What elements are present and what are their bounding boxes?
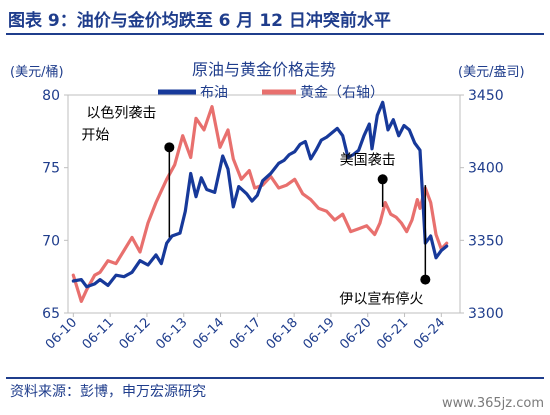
right-tick-label: 3350 xyxy=(468,233,504,249)
title-rule xyxy=(6,33,544,35)
x-tick-label: 06-18 xyxy=(264,315,301,352)
chart: 原油与黄金价格走势 (美元/桶) (美元/盎司) 布油 黄金（右轴） 80 75 7… xyxy=(10,60,525,353)
x-tick-label: 06-13 xyxy=(153,315,190,352)
legend-label-oil: 布油 xyxy=(200,85,228,101)
figure-title: 图表 9：油价与金价均跌至 6 月 12 日冲突前水平 xyxy=(8,11,391,31)
x-tick-label: 06-24 xyxy=(411,315,448,352)
annotation-marker xyxy=(420,274,431,285)
x-tick-label: 06-14 xyxy=(190,315,227,352)
left-tick-label: 65 xyxy=(42,306,60,322)
left-tick-label: 80 xyxy=(42,88,60,104)
right-tick-label: 3300 xyxy=(468,306,504,322)
right-axis-ticks: 3450 3400 3350 3300 xyxy=(460,88,504,322)
annotation-label: 伊以宣布停火 xyxy=(339,291,423,308)
series-line-gold xyxy=(71,105,449,303)
annotation-label: 开始 xyxy=(81,127,109,143)
right-tick-label: 3400 xyxy=(468,161,504,177)
right-tick-label: 3450 xyxy=(468,88,504,104)
legend-label-gold: 黄金（右轴） xyxy=(300,84,384,101)
legend: 布油 黄金（右轴） xyxy=(158,84,384,101)
series-line-oil xyxy=(71,100,449,289)
x-tick-label: 06-20 xyxy=(337,315,374,352)
annotation-label: 美国袭击 xyxy=(340,152,396,168)
x-tick-label: 06-19 xyxy=(300,315,337,352)
x-tick-label: 06-21 xyxy=(374,315,411,352)
left-axis-ticks: 80 75 70 65 xyxy=(42,88,68,322)
source-rule xyxy=(6,377,544,379)
left-axis-label: (美元/桶) xyxy=(10,65,64,80)
plot-frame xyxy=(67,94,461,314)
x-axis-ticks: 06-10 06-11 06-12 06-13 06-14 06-17 06-18 06-19… xyxy=(43,313,448,353)
left-tick-label: 70 xyxy=(42,233,60,249)
annotation-marker xyxy=(164,142,175,153)
watermark: www.365jz.com xyxy=(442,396,544,411)
left-tick-label: 75 xyxy=(42,161,60,177)
right-axis-label: (美元/盎司) xyxy=(458,65,525,80)
annotation-label: 以色列袭击 xyxy=(86,104,156,121)
source-note: 资料来源：彭博，申万宏源研究 xyxy=(10,384,206,400)
chart-title: 原油与黄金价格走势 xyxy=(192,60,336,79)
x-tick-label: 06-11 xyxy=(80,315,117,352)
annotation-marker xyxy=(377,174,388,185)
series-layer xyxy=(71,100,449,303)
x-tick-label: 06-12 xyxy=(116,315,153,352)
x-tick-label: 06-17 xyxy=(227,315,264,352)
